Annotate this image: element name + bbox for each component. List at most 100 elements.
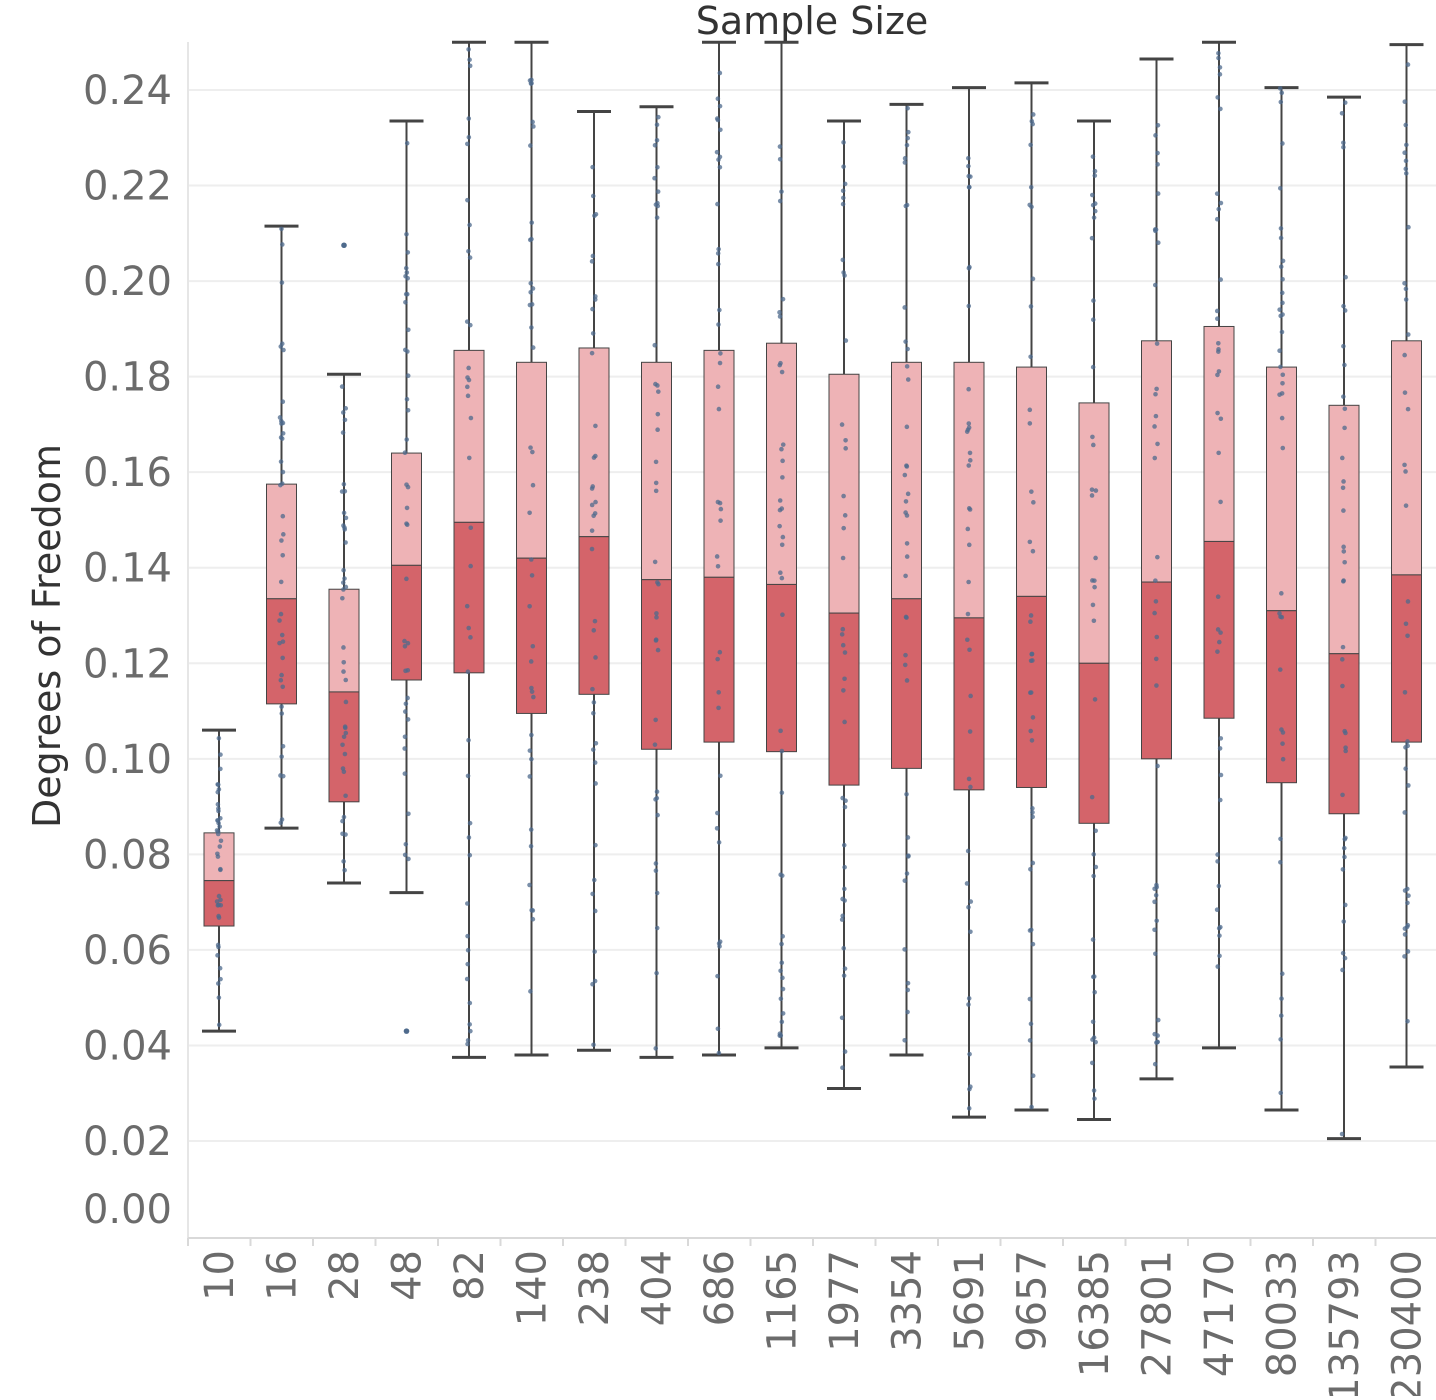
- data-point: [529, 685, 534, 691]
- data-point: [592, 618, 598, 624]
- data-point: [842, 650, 848, 655]
- data-point: [277, 618, 282, 623]
- data-point: [965, 611, 971, 617]
- data-point: [904, 424, 910, 430]
- data-point: [528, 844, 534, 849]
- data-point: [1217, 65, 1223, 70]
- data-point: [1402, 390, 1408, 395]
- data-point: [778, 996, 784, 1002]
- data-point: [1216, 450, 1221, 456]
- data-point: [654, 215, 660, 220]
- x-tick-label: 10: [197, 1250, 243, 1301]
- data-point: [1217, 933, 1222, 938]
- data-point: [593, 453, 598, 459]
- data-point: [468, 322, 473, 328]
- data-point: [842, 864, 847, 870]
- data-point: [591, 513, 596, 519]
- data-point: [965, 427, 971, 433]
- data-point: [1030, 860, 1036, 866]
- data-point: [715, 563, 721, 569]
- data-point: [340, 580, 346, 585]
- data-point: [215, 782, 221, 787]
- data-point: [1154, 918, 1159, 924]
- data-point: [280, 744, 286, 749]
- data-point: [528, 280, 534, 286]
- data-point: [654, 611, 659, 616]
- data-point: [528, 290, 533, 295]
- data-point: [277, 415, 283, 420]
- data-point: [465, 141, 470, 147]
- data-point: [467, 57, 472, 63]
- y-tick-label: 0.12: [83, 641, 172, 687]
- data-point: [216, 735, 222, 741]
- data-point: [466, 116, 472, 121]
- data-point: [841, 842, 847, 848]
- data-point: [1341, 140, 1346, 146]
- data-point: [279, 632, 285, 638]
- box-lower: [578, 536, 610, 695]
- x-tick-label: 1165: [760, 1250, 806, 1352]
- data-point: [1091, 873, 1096, 879]
- box-upper: [578, 347, 610, 538]
- data-point: [779, 1019, 785, 1025]
- data-point: [654, 970, 659, 976]
- data-point: [215, 953, 220, 958]
- data-point: [464, 603, 470, 609]
- data-point: [902, 878, 908, 883]
- data-point: [402, 852, 408, 858]
- data-point: [904, 513, 910, 518]
- data-point: [1090, 602, 1096, 608]
- data-point: [1089, 235, 1095, 241]
- data-point: [716, 322, 721, 327]
- data-point: [903, 339, 908, 344]
- data-point: [1029, 738, 1035, 743]
- data-point: [464, 976, 470, 982]
- data-point: [967, 184, 972, 190]
- data-point: [1216, 340, 1221, 346]
- data-point: [1343, 274, 1348, 280]
- data-point: [1278, 836, 1283, 842]
- data-point: [465, 1038, 471, 1043]
- data-point: [654, 890, 660, 896]
- data-point: [654, 789, 660, 795]
- data-point: [779, 189, 784, 194]
- data-point: [716, 840, 722, 845]
- data-point: [339, 489, 345, 494]
- data-point: [216, 913, 221, 919]
- data-point: [590, 164, 595, 170]
- data-point: [527, 774, 533, 779]
- data-point: [777, 314, 783, 319]
- data-point: [1403, 503, 1409, 508]
- data-point: [1402, 690, 1408, 695]
- data-point: [779, 790, 785, 795]
- data-point: [1030, 121, 1035, 127]
- data-point: [464, 319, 470, 324]
- box-upper: [1016, 366, 1047, 597]
- data-point: [1341, 394, 1346, 399]
- data-point: [1028, 354, 1033, 360]
- data-point: [842, 676, 847, 682]
- data-point: [1343, 748, 1348, 754]
- data-point: [1027, 996, 1033, 1002]
- data-point: [715, 201, 720, 207]
- data-point: [904, 554, 910, 559]
- data-point: [402, 450, 408, 455]
- data-point: [840, 626, 846, 632]
- data-point: [468, 415, 474, 421]
- box-lower: [391, 564, 422, 681]
- data-point: [1090, 937, 1096, 942]
- data-point: [1030, 806, 1035, 811]
- data-point: [1280, 141, 1285, 146]
- data-point: [967, 647, 972, 653]
- x-tick-label: 48: [385, 1250, 431, 1301]
- data-point: [591, 877, 597, 883]
- data-point: [1340, 644, 1346, 650]
- box-upper: [703, 349, 735, 578]
- data-point: [1341, 343, 1346, 349]
- data-point: [278, 820, 284, 826]
- data-point: [1277, 667, 1283, 672]
- data-point: [1214, 191, 1220, 196]
- data-point: [280, 431, 286, 436]
- data-point: [1154, 1040, 1159, 1045]
- data-point: [842, 1049, 848, 1054]
